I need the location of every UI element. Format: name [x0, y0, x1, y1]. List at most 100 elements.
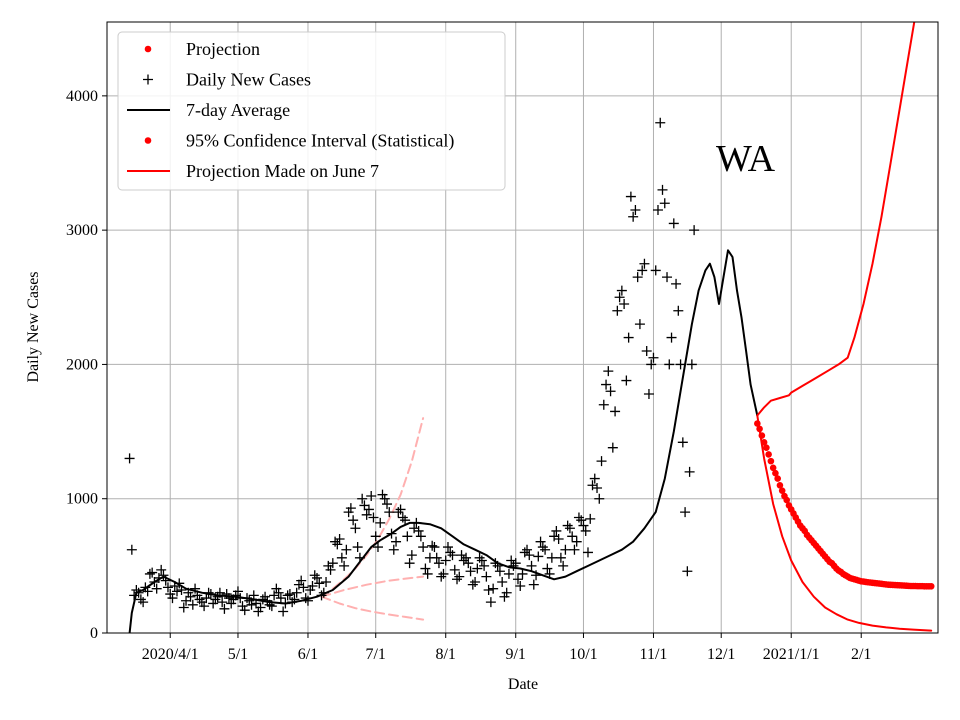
- daily-case-marker: [208, 598, 219, 609]
- series-projection: [754, 420, 935, 590]
- daily-case-marker: [632, 272, 643, 283]
- daily-case-marker: [483, 585, 494, 596]
- daily-case-marker: [634, 319, 645, 330]
- daily-case-marker: [348, 515, 359, 526]
- daily-case-marker: [607, 442, 618, 453]
- daily-case-marker: [199, 601, 210, 612]
- daily-case-marker: [144, 568, 155, 579]
- daily-case-marker: [641, 346, 652, 356]
- x-tick-label: 2021/1/1: [763, 646, 820, 663]
- x-tick-label: 10/1: [569, 646, 597, 663]
- daily-case-marker: [343, 507, 354, 518]
- daily-case-marker: [551, 525, 562, 536]
- legend-item: Projection Made on June 7: [127, 161, 379, 181]
- daily-case-marker: [226, 598, 237, 609]
- daily-case-marker: [673, 305, 684, 316]
- daily-case-marker: [260, 591, 271, 602]
- daily-case-marker: [671, 278, 682, 289]
- daily-case-marker: [675, 359, 686, 370]
- daily-case-marker: [616, 285, 627, 296]
- legend: Projection Daily New Cases 7-day Average 95…: [117, 31, 506, 191]
- daily-case-marker: [594, 493, 605, 504]
- daily-case-marker: [463, 558, 474, 569]
- daily-case-marker: [391, 536, 402, 547]
- daily-case-marker: [512, 574, 523, 585]
- daily-case-marker: [415, 531, 426, 542]
- daily-case-marker: [558, 560, 569, 571]
- daily-case-marker: [341, 544, 352, 555]
- daily-case-marker: [196, 597, 207, 608]
- legend-label: 7-day Average: [186, 100, 290, 120]
- projection-point: [772, 469, 779, 477]
- daily-case-marker: [232, 586, 243, 597]
- daily-case-marker: [402, 531, 413, 542]
- daily-case-marker: [237, 601, 248, 612]
- daily-case-marker: [522, 544, 533, 555]
- daily-case-marker: [454, 571, 465, 582]
- daily-case-marker: [187, 599, 198, 610]
- daily-case-marker: [307, 581, 318, 591]
- daily-case-marker: [680, 507, 691, 518]
- daily-case-marker: [422, 568, 433, 579]
- daily-case-marker: [571, 536, 582, 547]
- daily-case-marker: [650, 265, 661, 276]
- daily-case-marker: [275, 593, 286, 604]
- daily-case-marker: [327, 558, 338, 569]
- x-axis-ticks: 2020/4/1 5/1 6/1 7/1 8/1 9/1 10/1 11/1 12/1 2021/…: [142, 633, 871, 663]
- daily-case-marker: [124, 453, 135, 464]
- daily-case-marker: [404, 558, 415, 569]
- daily-case-marker: [156, 564, 167, 575]
- daily-case-marker: [621, 375, 632, 386]
- daily-case-marker: [359, 500, 370, 511]
- daily-case-marker: [223, 593, 234, 604]
- daily-case-marker: [643, 388, 654, 399]
- projection-point: [927, 582, 935, 590]
- daily-case-marker: [684, 466, 695, 477]
- y-tick-label: 3000: [66, 222, 98, 239]
- daily-case-marker: [158, 570, 169, 581]
- daily-case-marker: [648, 352, 659, 363]
- x-tick-label: 6/1: [298, 646, 318, 663]
- daily-case-marker: [476, 555, 487, 566]
- y-tick-label: 0: [90, 625, 98, 642]
- x-tick-label: 5/1: [228, 646, 248, 663]
- series-daily-new-cases: [124, 117, 700, 617]
- plot-area: [124, 22, 935, 633]
- daily-case-marker: [339, 560, 350, 571]
- daily-case-marker: [418, 542, 429, 553]
- daily-case-marker: [433, 558, 444, 569]
- daily-case-marker: [181, 595, 192, 606]
- legend-item: Daily New Cases: [143, 70, 311, 90]
- daily-case-marker: [601, 379, 612, 390]
- legend-label: Daily New Cases: [186, 70, 311, 90]
- x-tick-label: 2/1: [851, 646, 871, 663]
- projection-point: [763, 444, 770, 451]
- daily-case-marker: [499, 591, 510, 602]
- daily-case-marker: [605, 386, 616, 397]
- projection-point: [765, 451, 772, 458]
- daily-case-marker: [217, 597, 228, 608]
- daily-case-marker: [637, 265, 648, 276]
- daily-case-marker: [592, 482, 603, 493]
- daily-case-marker: [686, 359, 697, 370]
- projection-point: [760, 439, 768, 446]
- daily-case-marker: [612, 305, 623, 316]
- daily-case-marker: [271, 583, 282, 594]
- daily-case-marker: [623, 332, 634, 343]
- daily-case-marker: [361, 509, 372, 520]
- daily-case-marker: [465, 566, 476, 577]
- daily-case-marker: [488, 583, 499, 594]
- daily-case-marker: [589, 473, 600, 484]
- chart-title: WA: [716, 138, 776, 180]
- daily-case-marker: [291, 587, 302, 598]
- projection-point: [778, 487, 786, 494]
- daily-case-marker: [384, 507, 395, 518]
- daily-case-marker: [370, 531, 381, 542]
- daily-case-marker: [682, 566, 693, 577]
- daily-case-marker: [585, 513, 596, 524]
- x-tick-label: 7/1: [365, 646, 385, 663]
- daily-case-marker: [630, 205, 641, 215]
- daily-case-marker: [255, 602, 266, 613]
- daily-case-marker: [501, 587, 512, 598]
